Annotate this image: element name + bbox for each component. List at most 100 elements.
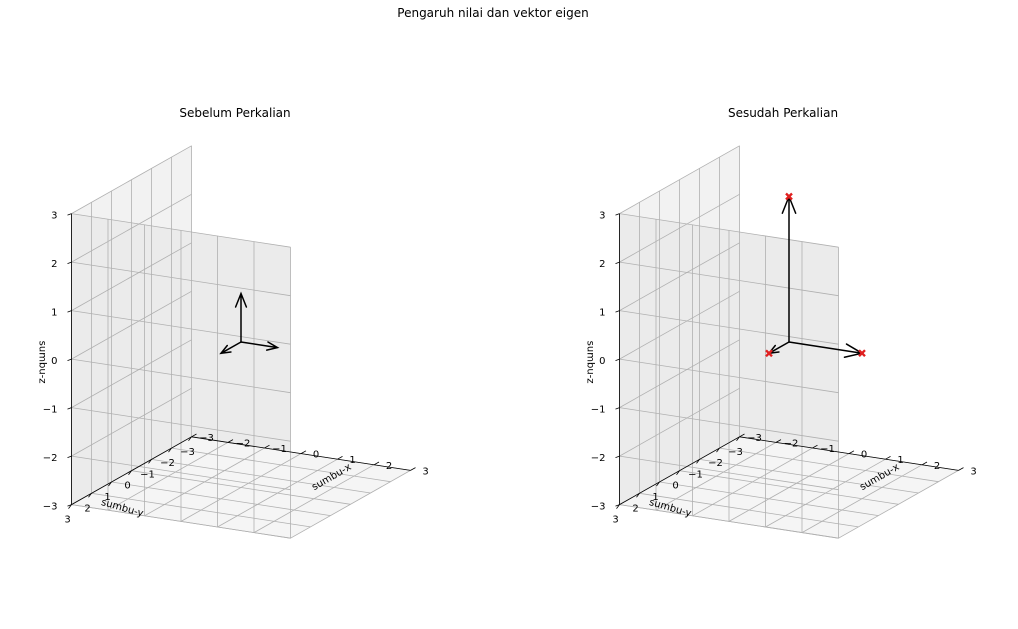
grid-line bbox=[619, 261, 839, 297]
y-tick-label: 3 bbox=[64, 515, 70, 526]
x-tick-label: −3 bbox=[747, 433, 762, 444]
z-tick bbox=[615, 310, 620, 313]
y-tick bbox=[716, 447, 720, 453]
panel-after: −3−3−3−2−2−2−1−1−1000111222333sumbu-xsum… bbox=[585, 106, 977, 539]
y-tick-label: 1 bbox=[652, 492, 658, 503]
y-tick-label: −1 bbox=[140, 469, 155, 480]
point-marker bbox=[785, 192, 793, 201]
x-tick-label: 1 bbox=[897, 455, 903, 466]
grid bbox=[619, 145, 959, 539]
x-tick bbox=[410, 467, 416, 471]
x-tick bbox=[264, 444, 270, 449]
grid-line bbox=[71, 261, 291, 297]
y-tick-label: −2 bbox=[708, 458, 723, 469]
grid-line bbox=[619, 213, 839, 248]
vector-arrow bbox=[240, 341, 280, 351]
grid-line bbox=[639, 492, 859, 528]
grid-line bbox=[619, 504, 839, 539]
y-tick bbox=[88, 493, 92, 498]
z-tick-label: 1 bbox=[599, 308, 605, 319]
x-tick bbox=[373, 461, 380, 466]
grid-line bbox=[619, 145, 740, 214]
z-tick bbox=[67, 407, 72, 410]
z-tick bbox=[67, 455, 72, 458]
x-tick-label: −2 bbox=[784, 438, 799, 449]
points bbox=[765, 192, 866, 358]
x-tick-label: 2 bbox=[386, 461, 392, 472]
grid-line bbox=[71, 193, 192, 263]
point-marker bbox=[765, 349, 773, 358]
y-tick bbox=[128, 470, 132, 475]
y-tick-label: −3 bbox=[180, 447, 195, 458]
x-tick bbox=[227, 439, 234, 443]
x-tick-label: 0 bbox=[313, 450, 319, 461]
x-tick bbox=[775, 439, 782, 443]
grid-line bbox=[838, 470, 959, 539]
z-tick-label: 1 bbox=[51, 308, 57, 319]
y-tick bbox=[696, 459, 700, 464]
z-tick-label: 3 bbox=[599, 211, 605, 222]
grid-line bbox=[619, 193, 740, 263]
y-tick bbox=[636, 493, 640, 498]
z-tick-label: 0 bbox=[51, 356, 57, 367]
x-tick-label: −3 bbox=[199, 433, 214, 444]
figure-suptitle: Pengaruh nilai dan vektor eigen bbox=[397, 6, 588, 20]
y-tick-label: 0 bbox=[124, 481, 130, 492]
z-tick bbox=[67, 358, 72, 361]
z-tick bbox=[615, 407, 620, 410]
y-tick-label: −2 bbox=[160, 458, 175, 469]
y-tick-label: 0 bbox=[672, 481, 678, 492]
y-tick bbox=[616, 504, 620, 509]
ticks: −3 −3 −3 −2 −2 −2 −1 −1 −1 0 0 0 1 1 1 2 2 2 3 3 3 bbox=[43, 211, 429, 526]
x-tick bbox=[848, 450, 855, 454]
z-tick bbox=[615, 261, 620, 264]
y-tick bbox=[108, 481, 112, 487]
y-tick-label: 1 bbox=[104, 492, 110, 503]
y-tick bbox=[148, 459, 152, 464]
panel-title: Sebelum Perkalian bbox=[179, 106, 290, 120]
x-tick bbox=[921, 461, 928, 466]
x-tick-label: 3 bbox=[970, 466, 976, 477]
y-tick-label: 2 bbox=[632, 503, 638, 514]
z-tick-label: −2 bbox=[591, 453, 606, 464]
ticks: −3 −3 −3 −2 −2 −2 −1 −1 −1 0 0 0 1 1 1 2 2 2 3 3 3 bbox=[591, 211, 977, 526]
x-tick bbox=[812, 444, 818, 449]
z-tick-label: 2 bbox=[51, 259, 57, 270]
x-tick-label: 3 bbox=[422, 466, 428, 477]
panel-before: −3−3−3−2−2−2−1−1−1000111222333sumbu-xsum… bbox=[37, 106, 429, 539]
x-tick-label: −1 bbox=[272, 444, 287, 455]
z-tick-label: 2 bbox=[599, 259, 605, 270]
panel-title: Sesudah Perkalian bbox=[728, 106, 838, 120]
grid-line bbox=[290, 470, 411, 539]
vectors bbox=[219, 291, 280, 355]
y-tick bbox=[676, 470, 680, 475]
z-tick bbox=[67, 213, 72, 216]
z-tick bbox=[615, 455, 620, 458]
x-tick-label: 0 bbox=[861, 450, 867, 461]
x-tick-label: −1 bbox=[820, 444, 835, 455]
point-marker bbox=[858, 349, 866, 358]
grid-line bbox=[91, 492, 311, 528]
z-tick-label: 0 bbox=[599, 356, 605, 367]
y-tick bbox=[188, 436, 192, 442]
vector-arrow bbox=[219, 341, 242, 355]
x-tick-label: 1 bbox=[349, 455, 355, 466]
x-tick-label: −2 bbox=[236, 438, 251, 449]
x-tick bbox=[191, 433, 197, 438]
z-tick-label: −1 bbox=[591, 405, 606, 416]
grid-line bbox=[71, 504, 291, 539]
y-tick-label: 3 bbox=[612, 515, 618, 526]
x-tick bbox=[337, 456, 343, 460]
y-tick bbox=[736, 436, 740, 442]
y-tick bbox=[168, 447, 172, 453]
z-tick-label: −1 bbox=[43, 405, 58, 416]
x-tick bbox=[958, 467, 964, 471]
z-tick bbox=[67, 261, 72, 264]
y-tick bbox=[68, 504, 72, 509]
grid-line bbox=[71, 145, 192, 214]
x-tick bbox=[739, 433, 745, 438]
y-tick-label: 2 bbox=[84, 503, 90, 514]
x-tick-label: 2 bbox=[934, 461, 940, 472]
z-tick-label: −2 bbox=[43, 453, 58, 464]
